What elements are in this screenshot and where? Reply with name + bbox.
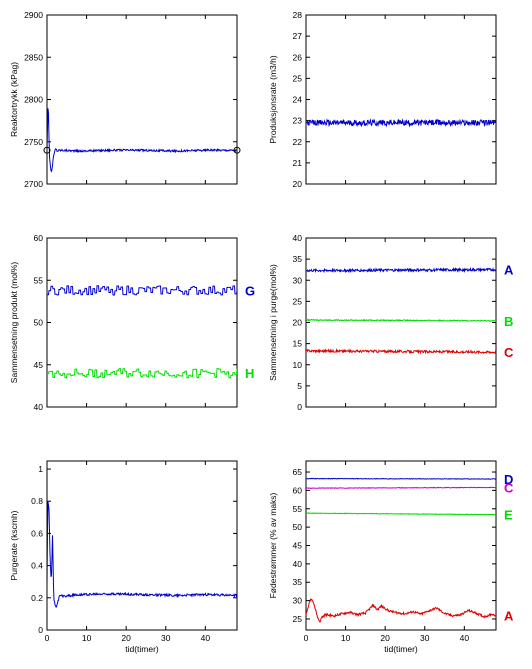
plot-frame (46, 460, 238, 631)
y-axis-label: Sammensetning produkt (mol%) (9, 262, 19, 384)
y-axis-label: Reaktortrykk (kPag) (9, 62, 19, 137)
series-line (47, 501, 237, 608)
chart-panel-3: 40 45 50 55 60 Sammensetning produkt (mol%) G H (9, 233, 255, 412)
y-tick-label: 25 (293, 296, 303, 306)
series-line-C (306, 347, 496, 355)
plot-frame (305, 14, 497, 185)
series-line-A (306, 598, 496, 623)
y-tick-label: 30 (293, 596, 303, 606)
x-tick-label: 20 (121, 633, 131, 643)
series-label-D: D (504, 472, 513, 487)
x-tick-label: 0 (304, 633, 309, 643)
series-line-D (306, 477, 496, 480)
x-axis-label: tid(timer) (125, 644, 159, 654)
circle-marker (43, 146, 51, 154)
plot-frame (46, 237, 238, 408)
y-tick-label: 2800 (24, 95, 43, 105)
y-axis-label: Produksjonsrate (m3/h) (268, 55, 278, 144)
y-tick-label: 0 (297, 402, 302, 412)
y-tick-label: 24 (293, 95, 303, 105)
y-tick-label: 26 (293, 52, 303, 62)
series-label-C: C (504, 480, 514, 495)
y-tick-label: 2900 (24, 10, 43, 20)
series-label-G: G (245, 283, 255, 298)
y-tick-label: 60 (293, 485, 303, 495)
y-tick-label: 28 (293, 10, 303, 20)
chart-panel-2: 20 21 22 23 24 25 26 27 28 Produksjonsrate (m3/h) (268, 10, 497, 189)
series-line-G (47, 285, 237, 296)
y-tick-label: 2850 (24, 52, 43, 62)
y-tick-label: 21 (293, 158, 303, 168)
series-line-C (306, 486, 496, 490)
y-tick-label: 2700 (24, 179, 43, 189)
chart-panel-6: 25 30 35 40 45 50 55 60 65 0 10 20 30 40 Fødestrømmer … (268, 460, 514, 654)
y-tick-label: 35 (293, 577, 303, 587)
y-tick-label: 10 (293, 360, 303, 370)
series-label-B: B (504, 314, 513, 329)
y-tick-label: 0.6 (31, 528, 43, 538)
y-tick-label: 0.4 (31, 561, 43, 571)
y-tick-label: 35 (293, 254, 303, 264)
y-tick-label: 20 (293, 318, 303, 328)
y-tick-label: 45 (293, 541, 303, 551)
series-line-H (47, 368, 237, 379)
y-tick-label: 27 (293, 31, 303, 41)
x-tick-label: 30 (161, 633, 171, 643)
series-label-E: E (504, 508, 513, 523)
y-tick-label: 40 (293, 233, 303, 243)
series-line-A (306, 266, 496, 274)
y-tick-label: 0 (38, 625, 43, 635)
y-tick-label: 30 (293, 275, 303, 285)
y-tick-label: 1 (38, 464, 43, 474)
y-axis-label: Sammensetning i purge(mol%) (268, 264, 278, 381)
y-axis-label: Purgerate (kscmh) (9, 510, 19, 580)
plot-frame (46, 14, 238, 185)
y-tick-label: 65 (293, 467, 303, 477)
y-tick-label: 50 (34, 318, 44, 328)
x-tick-label: 0 (45, 633, 50, 643)
x-tick-label: 40 (201, 633, 211, 643)
y-tick-label: 55 (34, 275, 44, 285)
series-line (47, 108, 237, 173)
y-tick-label: 55 (293, 504, 303, 514)
x-tick-label: 10 (341, 633, 351, 643)
y-tick-label: 25 (293, 73, 303, 83)
y-tick-label: 5 (297, 381, 302, 391)
x-tick-label: 10 (82, 633, 92, 643)
x-tick-label: 30 (420, 633, 430, 643)
series-line-B (306, 318, 496, 322)
series-label-A: A (504, 608, 514, 623)
circle-marker (233, 146, 241, 154)
series-label-H: H (245, 366, 254, 381)
y-tick-label: 2750 (24, 137, 43, 147)
series-label-C: C (504, 345, 514, 360)
plot-frame (305, 460, 497, 631)
x-axis-label: tid(timer) (384, 644, 418, 654)
y-tick-label: 15 (293, 339, 303, 349)
chart-panel-1: 2700 2750 2800 2850 2900 Reaktortrykk (kPag) (9, 10, 241, 189)
y-tick-label: 25 (293, 614, 303, 624)
y-tick-label: 60 (34, 233, 44, 243)
chart-panel-4: 0 5 10 15 20 25 30 35 40 Sammensetning i purge(mo… (268, 233, 514, 412)
y-tick-label: 22 (293, 137, 303, 147)
series-line-E (306, 512, 496, 516)
y-tick-label: 0.8 (31, 496, 43, 506)
y-tick-label: 0.2 (31, 593, 43, 603)
y-tick-label: 20 (293, 179, 303, 189)
y-tick-label: 40 (293, 559, 303, 569)
plot-frame (305, 237, 497, 408)
y-axis-label: Fødestrømmer (% av maks) (268, 492, 278, 598)
series-line (306, 118, 496, 128)
x-tick-label: 40 (460, 633, 470, 643)
y-tick-label: 23 (293, 116, 303, 126)
y-tick-label: 40 (34, 402, 44, 412)
x-tick-label: 20 (380, 633, 390, 643)
series-label-A: A (504, 263, 514, 278)
y-tick-label: 45 (34, 360, 44, 370)
y-tick-label: 50 (293, 522, 303, 532)
